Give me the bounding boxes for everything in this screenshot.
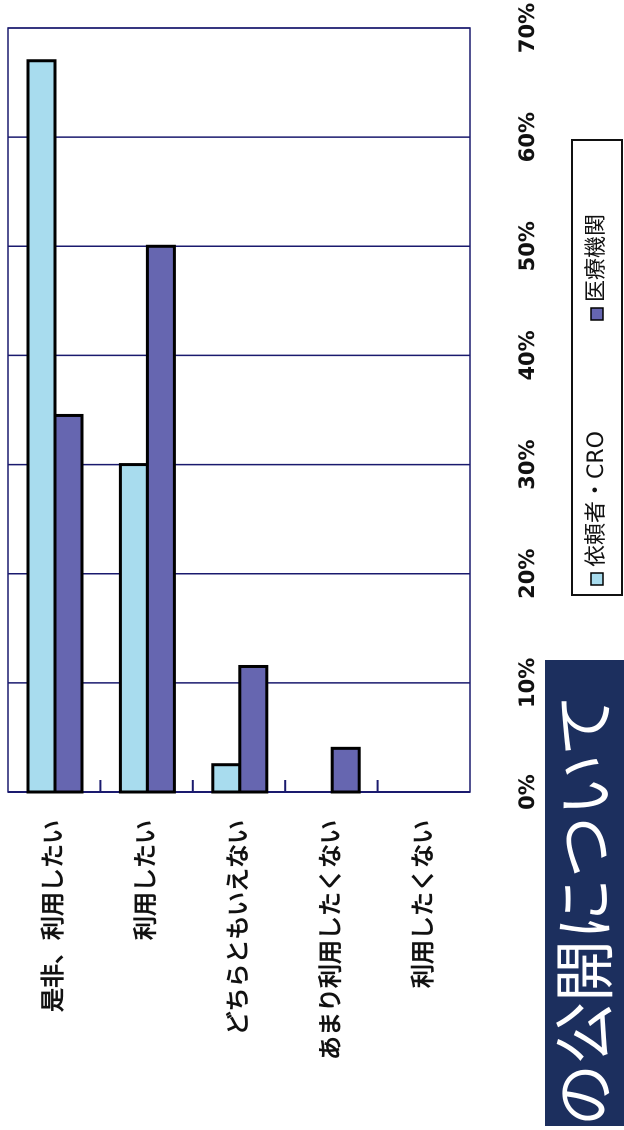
legend-label: 医療機関 [584, 214, 609, 302]
title-banner: の公開について [545, 660, 624, 1126]
category-label: あまり利用したくない [316, 820, 344, 1060]
bar-medical-institution [238, 664, 269, 794]
category-label: 利用したい [132, 820, 160, 940]
bar-client-cro [118, 463, 149, 794]
tick-label: 60% [515, 112, 539, 162]
bar-client-cro [211, 763, 242, 794]
bars [26, 59, 361, 794]
tick-labels: 0% 10% 20% 30% 40% 50% 60% 70% [515, 3, 539, 810]
legend-swatch [590, 572, 604, 586]
legend-box [571, 139, 623, 596]
legend-label: 依頼者・CRO [584, 431, 609, 567]
category-label: どちらともいえない [224, 820, 252, 1036]
gridlines [8, 27, 470, 684]
legend: 依頼者・CRO 医療機関 [571, 139, 623, 596]
tick-label: 10% [515, 658, 539, 708]
tick-label: 20% [515, 549, 539, 599]
tick-label: 30% [515, 439, 539, 489]
tick-label: 40% [515, 330, 539, 380]
tick-label: 50% [515, 221, 539, 271]
banner-background [545, 660, 624, 1126]
category-labels: 是非、利用したい 利用したい どちらともいえない あまり利用したくない 利用したくない [39, 820, 437, 1060]
bar-medical-institution [330, 746, 361, 794]
category-label: 利用したくない [409, 820, 437, 988]
category-label: 是非、利用したい [39, 820, 67, 1012]
bar-medical-institution [53, 413, 84, 794]
tick-label: 70% [515, 3, 539, 53]
tick-label: 0% [515, 774, 539, 810]
legend-swatch [590, 307, 604, 321]
bar-client-cro [26, 59, 57, 794]
banner-text: の公開について [549, 694, 622, 1126]
bar-medical-institution [145, 244, 176, 794]
